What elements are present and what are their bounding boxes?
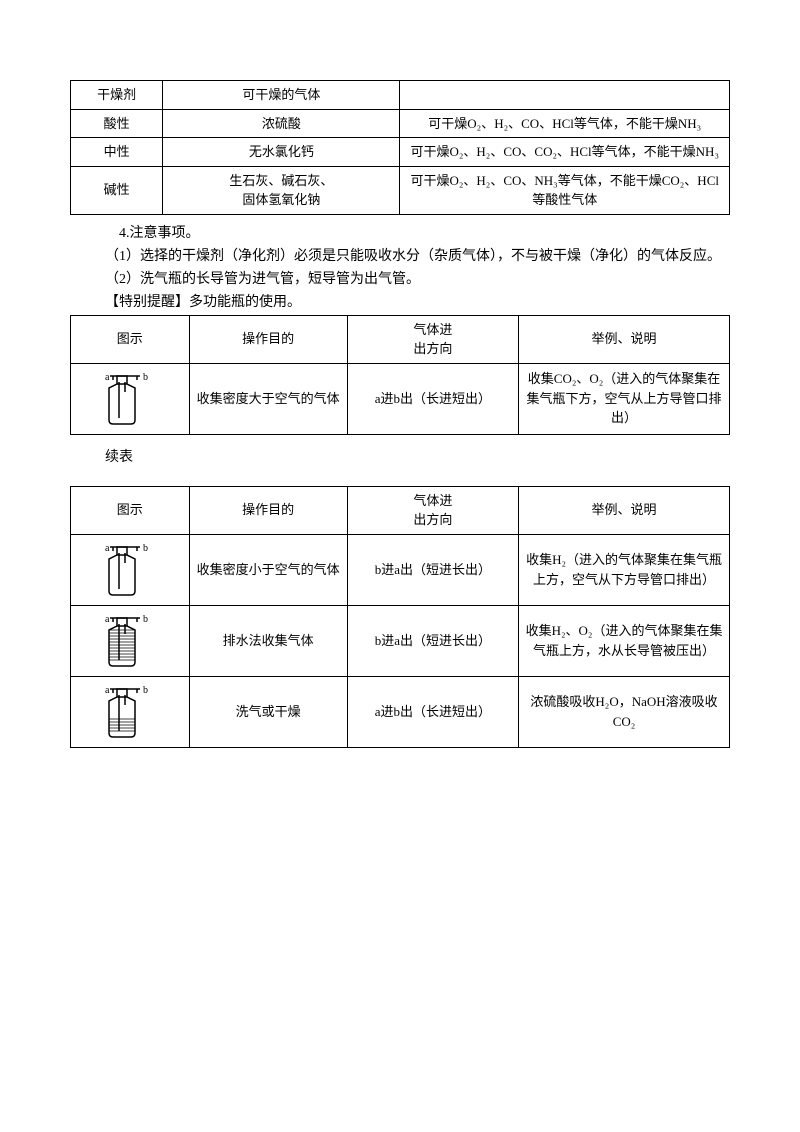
drying-agent-table: 干燥剂 可干燥的气体 酸性 浓硫酸 可干燥O₂、H₂、CO、HCl等气体，不能干… bbox=[70, 80, 730, 215]
cell: 洗气或干燥 bbox=[189, 676, 347, 747]
svg-text:b: b bbox=[143, 372, 148, 383]
bottle-icon: a b bbox=[95, 681, 165, 743]
table-row: 中性 无水氯化钙 可干燥O₂、H₂、CO、CO₂、HCl等气体，不能干燥NH₃ bbox=[71, 138, 730, 167]
table-row: a b 排水法收集气体 b进a出（短进长出） 收集H₂、O₂（进入的气体聚集在集… bbox=[71, 605, 730, 676]
cell: a进b出（长进短出） bbox=[347, 676, 518, 747]
th-gas: 可干燥的气体 bbox=[163, 81, 400, 110]
svg-text:b: b bbox=[143, 685, 148, 696]
svg-text:a: a bbox=[105, 614, 110, 625]
th-purpose: 操作目的 bbox=[189, 486, 347, 534]
svg-text:b: b bbox=[143, 614, 148, 625]
cell: 收集CO₂、O₂（进入的气体聚集在集气瓶下方，空气从上方导管口排出） bbox=[519, 363, 730, 434]
th-purpose: 操作目的 bbox=[189, 315, 347, 363]
th-note bbox=[400, 81, 730, 110]
bottle-icon: a b bbox=[95, 368, 165, 430]
th-diagram: 图示 bbox=[71, 486, 190, 534]
cell: 收集H₂、O₂（进入的气体聚集在集气瓶上方，水从长导管被压出） bbox=[519, 605, 730, 676]
cell: 可干燥O₂、H₂、CO、NH₃等气体，不能干燥CO₂、HCl等酸性气体 bbox=[400, 166, 730, 214]
th-direction: 气体进 出方向 bbox=[347, 315, 518, 363]
cell: 中性 bbox=[71, 138, 163, 167]
cell: 酸性 bbox=[71, 109, 163, 138]
table-row: a b 收集密度大于空气的气体 a进b出（长进短出） 收集CO₂、O₂（进入的气… bbox=[71, 363, 730, 434]
svg-text:a: a bbox=[105, 372, 110, 383]
cell: 无水氯化钙 bbox=[163, 138, 400, 167]
bottle-diagram-cell: a b bbox=[71, 534, 190, 605]
cell: 碱性 bbox=[71, 166, 163, 214]
th-agent: 干燥剂 bbox=[71, 81, 163, 110]
notes-title: 4.注意事项。 bbox=[70, 223, 730, 244]
table-header-row: 图示 操作目的 气体进 出方向 举例、说明 bbox=[71, 315, 730, 363]
svg-text:a: a bbox=[105, 685, 110, 696]
cell: 收集密度小于空气的气体 bbox=[189, 534, 347, 605]
cell: a进b出（长进短出） bbox=[347, 363, 518, 434]
svg-text:b: b bbox=[143, 543, 148, 554]
bottle-diagram-cell: a b bbox=[71, 676, 190, 747]
bottle-usage-table-1: 图示 操作目的 气体进 出方向 举例、说明 a b 收集密度大于空气的气体 a进… bbox=[70, 315, 730, 435]
bottle-usage-table-2: 图示 操作目的 气体进 出方向 举例、说明 a b 收集密度小于空气的气体 b进… bbox=[70, 486, 730, 748]
th-diagram: 图示 bbox=[71, 315, 190, 363]
cell: b进a出（短进长出） bbox=[347, 534, 518, 605]
cell: 可干燥O₂、H₂、CO、CO₂、HCl等气体，不能干燥NH₃ bbox=[400, 138, 730, 167]
bottle-diagram-cell: a b bbox=[71, 605, 190, 676]
table-header-row: 干燥剂 可干燥的气体 bbox=[71, 81, 730, 110]
table-row: a b 洗气或干燥 a进b出（长进短出） 浓硫酸吸收H₂O，NaOH溶液吸收CO… bbox=[71, 676, 730, 747]
svg-text:a: a bbox=[105, 543, 110, 554]
cell: 收集H₂（进入的气体聚集在集气瓶上方，空气从下方导管口排出） bbox=[519, 534, 730, 605]
bottle-icon: a b bbox=[95, 610, 165, 672]
table-row: a b 收集密度小于空气的气体 b进a出（短进长出） 收集H₂（进入的气体聚集在… bbox=[71, 534, 730, 605]
cell: 生石灰、碱石灰、 固体氢氧化钠 bbox=[163, 166, 400, 214]
cell: 浓硫酸吸收H₂O，NaOH溶液吸收CO₂ bbox=[519, 676, 730, 747]
th-example: 举例、说明 bbox=[519, 315, 730, 363]
cell: b进a出（短进长出） bbox=[347, 605, 518, 676]
table-header-row: 图示 操作目的 气体进 出方向 举例、说明 bbox=[71, 486, 730, 534]
th-direction: 气体进 出方向 bbox=[347, 486, 518, 534]
cell: 收集密度大于空气的气体 bbox=[189, 363, 347, 434]
table-row: 酸性 浓硫酸 可干燥O₂、H₂、CO、HCl等气体，不能干燥NH₃ bbox=[71, 109, 730, 138]
cell: 可干燥O₂、H₂、CO、HCl等气体，不能干燥NH₃ bbox=[400, 109, 730, 138]
cell: 浓硫酸 bbox=[163, 109, 400, 138]
table-row: 碱性 生石灰、碱石灰、 固体氢氧化钠 可干燥O₂、H₂、CO、NH₃等气体，不能… bbox=[71, 166, 730, 214]
cell: 排水法收集气体 bbox=[189, 605, 347, 676]
th-example: 举例、说明 bbox=[519, 486, 730, 534]
bottle-diagram-cell: a b bbox=[71, 363, 190, 434]
bottle-icon: a b bbox=[95, 539, 165, 601]
note-item-2: （2）洗气瓶的长导管为进气管，短导管为出气管。 bbox=[70, 269, 730, 290]
special-reminder: 【特别提醒】多功能瓶的使用。 bbox=[70, 292, 730, 313]
note-item-1: （1）选择的干燥剂（净化剂）必须是只能吸收水分（杂质气体），不与被干燥（净化）的… bbox=[70, 246, 730, 267]
continue-label: 续表 bbox=[70, 447, 730, 468]
